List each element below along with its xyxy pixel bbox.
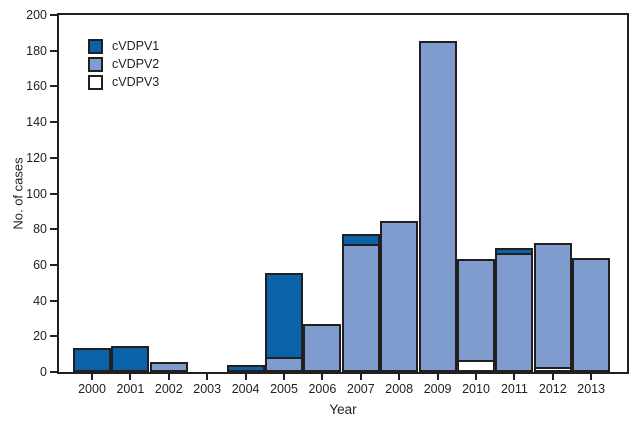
legend-swatch-cVDPV2 xyxy=(88,56,103,72)
bar-2013 xyxy=(572,258,611,372)
y-axis-tick-label: 120 xyxy=(26,150,47,165)
bar-segment-cVDPV2-2011 xyxy=(495,252,534,372)
y-axis-tick-label: 200 xyxy=(26,8,47,22)
legend-label: cVDPV3 xyxy=(112,75,160,89)
x-axis-tick-label: 2012 xyxy=(538,382,567,396)
bar-2001 xyxy=(111,345,150,372)
x-axis-tick-label: 2013 xyxy=(577,382,606,396)
bar-segment-cVDPV1-2005 xyxy=(265,273,303,359)
y-axis-tick-200 xyxy=(50,14,57,16)
bar-2011 xyxy=(495,248,534,372)
y-axis-tick-label: 40 xyxy=(33,293,47,308)
y-axis-tick-100 xyxy=(50,192,57,195)
bar-2012 xyxy=(533,243,572,372)
plot-area: cVDPV1 cVDPV2 cVDPV3 xyxy=(57,13,629,374)
y-axis-tick-160 xyxy=(50,85,57,88)
x-axis-tick-2002 xyxy=(167,374,170,380)
bar-2006 xyxy=(303,324,342,372)
bar-segment-cVDPV2-2007 xyxy=(341,244,380,372)
y-axis-tick-80 xyxy=(50,228,57,231)
bar-2008 xyxy=(380,220,419,372)
x-axis-tick-label: 2005 xyxy=(270,382,298,396)
legend-swatch-cVDPV1 xyxy=(88,38,103,54)
bar-segment-cVDPV2-2013 xyxy=(572,258,611,372)
x-axis-tick-2000 xyxy=(91,374,93,380)
y-axis-tick-140 xyxy=(50,121,57,124)
x-axis-tick-label: 2002 xyxy=(154,382,183,396)
y-axis-tick-label: 180 xyxy=(26,43,47,58)
bar-segment-cVDPV2-2010 xyxy=(457,259,495,363)
x-axis-tick-label: 2004 xyxy=(231,382,260,396)
x-axis-tick-label: 2007 xyxy=(346,382,375,396)
bar-segment-cVDPV2-2005 xyxy=(265,356,303,372)
bar-segment-cVDPV3-2010 xyxy=(457,360,495,372)
bar-2005 xyxy=(265,273,303,372)
x-axis-tick-label: 2003 xyxy=(193,382,222,396)
plot-inner-area: cVDPV1 cVDPV2 cVDPV3 xyxy=(59,15,627,372)
y-axis-tick-label: 80 xyxy=(33,222,47,237)
bar-segment-cVDPV1-2004 xyxy=(226,365,265,372)
x-axis-tick-2009 xyxy=(436,374,439,380)
legend-item-cVDPV2: cVDPV2 xyxy=(88,56,160,72)
x-axis-tick-2010 xyxy=(475,374,477,380)
y-axis-tick-0 xyxy=(50,371,57,373)
y-axis-tick-label: 100 xyxy=(26,186,47,201)
x-axis-tick-label: 2009 xyxy=(423,382,452,396)
bar-segment-cVDPV2-2012 xyxy=(533,243,572,370)
y-axis-tick-label: 140 xyxy=(26,115,47,130)
x-axis-tick-2005 xyxy=(283,374,285,380)
x-axis-tick-2007 xyxy=(359,374,362,380)
bar-2002 xyxy=(149,361,188,372)
bar-segment-cVDPV2-2009 xyxy=(418,40,457,372)
y-axis-tick-label: 20 xyxy=(33,329,47,344)
bar-2004 xyxy=(226,365,265,372)
y-axis-tick-180 xyxy=(50,49,57,52)
bar-segment-cVDPV3-2012 xyxy=(533,367,572,372)
bar-segment-cVDPV2-2008 xyxy=(380,220,419,372)
y-axis-tick-label: 160 xyxy=(26,79,47,94)
bar-2010 xyxy=(457,259,495,372)
x-axis-tick-2008 xyxy=(398,374,401,380)
bar-segment-cVDPV2-2002 xyxy=(149,361,188,372)
x-axis-tick-label: 2001 xyxy=(116,382,145,396)
x-axis-tick-2012 xyxy=(551,374,554,380)
x-axis-tick-2011 xyxy=(513,374,516,380)
x-axis-tick-2003 xyxy=(206,374,209,380)
legend-swatch-cVDPV3 xyxy=(88,74,103,90)
legend-item-cVDPV3: cVDPV3 xyxy=(88,74,160,90)
y-axis-tick-label: 0 xyxy=(40,365,47,379)
x-axis-tick-label: 2008 xyxy=(385,382,414,396)
y-axis-tick-20 xyxy=(50,335,57,338)
x-axis-tick-2013 xyxy=(590,374,593,380)
legend-item-cVDPV1: cVDPV1 xyxy=(88,38,160,54)
x-axis-tick-label: 2011 xyxy=(500,382,528,396)
x-axis-tick-label: 2010 xyxy=(462,382,490,396)
legend: cVDPV1 cVDPV2 cVDPV3 xyxy=(88,38,160,90)
bar-2007 xyxy=(341,234,380,372)
bar-2009 xyxy=(418,40,457,372)
x-axis-title: Year xyxy=(329,402,357,417)
x-axis-tick-2004 xyxy=(244,374,247,380)
x-axis-tick-2001 xyxy=(129,374,132,380)
y-axis-tick-label: 60 xyxy=(33,257,47,272)
y-axis-tick-120 xyxy=(50,156,57,159)
x-axis-tick-label: 2000 xyxy=(78,382,106,396)
legend-label: cVDPV1 xyxy=(112,39,160,53)
bar-segment-cVDPV1-2000 xyxy=(73,347,111,372)
y-axis-tick-40 xyxy=(50,299,57,302)
legend-label: cVDPV2 xyxy=(112,57,160,71)
x-axis-tick-2006 xyxy=(321,374,324,380)
bar-2000 xyxy=(73,347,111,372)
bar-segment-cVDPV2-2006 xyxy=(303,324,342,372)
y-axis-tick-60 xyxy=(50,263,57,266)
x-axis-tick-label: 2006 xyxy=(308,382,337,396)
bar-segment-cVDPV1-2001 xyxy=(111,345,150,372)
